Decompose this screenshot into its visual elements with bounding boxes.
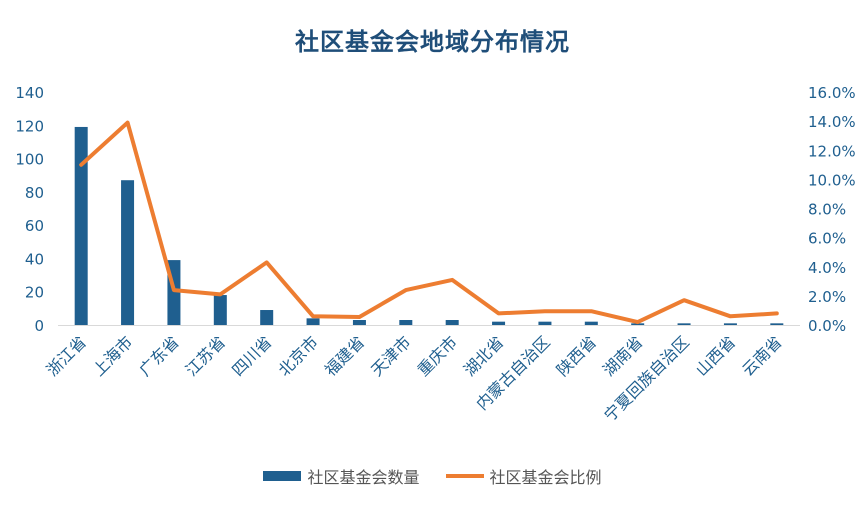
legend-item-line: 社区基金会比例	[445, 464, 602, 488]
x-tick-label: 云南省	[738, 332, 785, 379]
bar	[538, 321, 552, 325]
y-right-tick-label: 6.0%	[808, 230, 846, 248]
y-right-tick-label: 2.0%	[808, 288, 846, 306]
legend-bar-swatch	[263, 471, 302, 481]
x-tick-label: 浙江省	[43, 332, 90, 379]
x-tick-label: 北京市	[275, 332, 322, 379]
y-right-tick-label: 4.0%	[808, 259, 846, 277]
bar	[770, 323, 784, 325]
legend-item-bar: 社区基金会数量	[263, 464, 420, 488]
chart-title: 社区基金会地域分布情况	[295, 28, 570, 56]
y-left-tick-label: 40	[25, 250, 44, 268]
y-left-tick-label: 60	[25, 217, 44, 235]
y-right-tick-label: 16.0%	[808, 84, 856, 102]
x-tick-label: 福建省	[321, 332, 368, 379]
y-left-tick-label: 20	[25, 284, 44, 302]
y-right-tick-label: 14.0%	[808, 113, 856, 131]
y-left-tick-label: 140	[15, 84, 44, 102]
x-tick-label: 重庆市	[414, 332, 461, 379]
x-tick-label: 陕西省	[553, 332, 600, 379]
bar	[584, 321, 598, 325]
y-right-tick-label: 8.0%	[808, 201, 846, 219]
bar	[677, 323, 691, 325]
x-tick-label: 天津市	[367, 332, 414, 379]
x-tick-label: 江苏省	[182, 332, 229, 379]
series-line	[79, 120, 779, 325]
bar	[445, 320, 459, 325]
bar	[213, 295, 227, 325]
bar	[306, 318, 320, 325]
x-tick-label: 上海市	[89, 332, 136, 379]
x-tick-label: 四川省	[228, 332, 275, 379]
legend-line-label: 社区基金会比例	[489, 468, 602, 487]
y-left-tick-label: 100	[15, 151, 44, 169]
x-tick-label: 山西省	[692, 332, 739, 379]
bar	[260, 310, 274, 325]
bar	[631, 323, 645, 325]
x-tick-label: 广东省	[135, 332, 182, 379]
y-right-tick-label: 12.0%	[808, 142, 856, 160]
y-left-tick-label: 80	[25, 184, 44, 202]
bar	[492, 321, 506, 325]
bar	[723, 323, 737, 325]
y-left-tick-label: 120	[15, 117, 44, 135]
y-left-tick-label: 0	[34, 317, 44, 335]
legend-bar-label: 社区基金会数量	[307, 468, 420, 487]
x-tick-label: 宁夏回族自治区	[600, 332, 693, 425]
y-right-tick-label: 0.0%	[808, 317, 846, 335]
bar	[352, 320, 366, 325]
bar	[121, 180, 135, 325]
chart-legend: 社区基金会数量 社区基金会比例	[0, 464, 865, 488]
bar	[74, 126, 88, 325]
y-right-tick-label: 10.0%	[808, 171, 856, 189]
legend-line-swatch	[445, 474, 484, 478]
bar	[399, 320, 413, 325]
